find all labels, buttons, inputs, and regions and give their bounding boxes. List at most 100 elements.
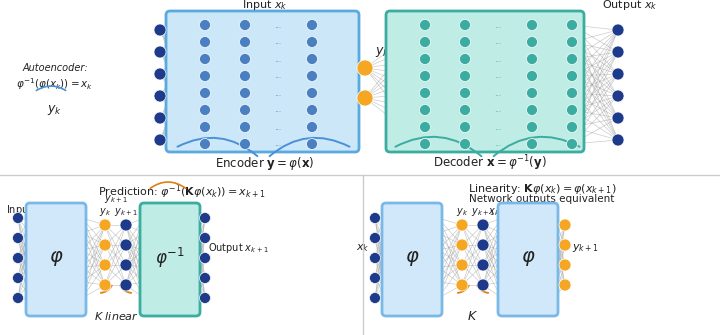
FancyBboxPatch shape: [140, 203, 200, 316]
FancyArrowPatch shape: [36, 86, 66, 90]
Circle shape: [567, 70, 577, 81]
Circle shape: [307, 19, 318, 30]
Circle shape: [459, 105, 470, 116]
Circle shape: [199, 253, 210, 264]
Circle shape: [526, 70, 538, 81]
Circle shape: [154, 24, 166, 36]
FancyArrowPatch shape: [150, 182, 186, 188]
Circle shape: [307, 87, 318, 98]
Circle shape: [612, 68, 624, 80]
Text: ...: ...: [274, 20, 282, 29]
Circle shape: [420, 70, 431, 81]
Circle shape: [307, 122, 318, 133]
Circle shape: [154, 134, 166, 146]
Text: ...: ...: [495, 106, 502, 115]
Text: ...: ...: [274, 71, 282, 80]
Circle shape: [567, 19, 577, 30]
Circle shape: [240, 122, 251, 133]
Circle shape: [420, 122, 431, 133]
Circle shape: [526, 138, 538, 149]
Circle shape: [99, 239, 111, 251]
Circle shape: [526, 19, 538, 30]
Circle shape: [12, 272, 24, 283]
Circle shape: [120, 279, 132, 291]
Circle shape: [526, 87, 538, 98]
Text: ...: ...: [495, 139, 502, 148]
Circle shape: [456, 219, 468, 231]
Text: Autoencoder:: Autoencoder:: [22, 63, 88, 73]
Circle shape: [199, 138, 210, 149]
Circle shape: [199, 87, 210, 98]
Circle shape: [456, 279, 468, 291]
Circle shape: [199, 272, 210, 283]
Circle shape: [612, 90, 624, 102]
Text: Decoder $\mathbf{x} = \varphi^{-1}(\mathbf{y})$: Decoder $\mathbf{x} = \varphi^{-1}(\math…: [433, 153, 547, 173]
Text: $x_{k+1}$: $x_{k+1}$: [488, 206, 512, 218]
FancyBboxPatch shape: [386, 11, 584, 152]
Circle shape: [369, 212, 380, 223]
FancyBboxPatch shape: [166, 11, 359, 152]
Circle shape: [99, 259, 111, 271]
Circle shape: [307, 37, 318, 48]
Circle shape: [369, 272, 380, 283]
FancyBboxPatch shape: [382, 203, 442, 316]
Circle shape: [477, 239, 489, 251]
Text: ...: ...: [274, 123, 282, 132]
Circle shape: [357, 90, 373, 106]
Text: $\varphi$: $\varphi$: [521, 249, 536, 268]
Circle shape: [526, 105, 538, 116]
Circle shape: [456, 259, 468, 271]
Circle shape: [307, 70, 318, 81]
Circle shape: [459, 37, 470, 48]
Circle shape: [559, 219, 571, 231]
Circle shape: [120, 259, 132, 271]
Circle shape: [459, 70, 470, 81]
Circle shape: [567, 138, 577, 149]
Circle shape: [307, 105, 318, 116]
Circle shape: [567, 54, 577, 65]
Circle shape: [199, 212, 210, 223]
Circle shape: [240, 54, 251, 65]
Circle shape: [120, 239, 132, 251]
Text: Output $x_k$: Output $x_k$: [602, 0, 658, 12]
Circle shape: [420, 138, 431, 149]
Text: Input $x_k$: Input $x_k$: [242, 0, 288, 12]
Circle shape: [526, 37, 538, 48]
Text: $K$ linear: $K$ linear: [94, 310, 138, 322]
Text: $\varphi$: $\varphi$: [405, 249, 419, 268]
Text: ...: ...: [495, 38, 502, 47]
Text: Prediction: $\varphi^{-1}(\mathbf{K}\varphi(x_k)) = x_{k+1}$: Prediction: $\varphi^{-1}(\mathbf{K}\var…: [98, 182, 266, 201]
Circle shape: [99, 279, 111, 291]
Circle shape: [12, 253, 24, 264]
Circle shape: [12, 292, 24, 304]
Text: $y_k$: $y_k$: [99, 206, 111, 218]
Circle shape: [526, 54, 538, 65]
Circle shape: [199, 292, 210, 304]
Circle shape: [307, 138, 318, 149]
Circle shape: [420, 54, 431, 65]
Circle shape: [199, 54, 210, 65]
Circle shape: [612, 112, 624, 124]
Text: Input $x_k$: Input $x_k$: [6, 203, 46, 217]
Circle shape: [199, 122, 210, 133]
Circle shape: [154, 46, 166, 58]
Text: $y_{k+1}$: $y_{k+1}$: [471, 206, 495, 218]
Text: Output $x_{k+1}$: Output $x_{k+1}$: [208, 241, 269, 255]
FancyBboxPatch shape: [26, 203, 86, 316]
Circle shape: [99, 219, 111, 231]
Circle shape: [459, 54, 470, 65]
Circle shape: [369, 232, 380, 244]
Circle shape: [369, 253, 380, 264]
Circle shape: [567, 105, 577, 116]
Text: $y_k$: $y_k$: [456, 206, 468, 218]
Text: ...: ...: [274, 139, 282, 148]
Text: $\varphi$: $\varphi$: [49, 249, 63, 268]
Circle shape: [12, 232, 24, 244]
Text: $y_{k+1}$: $y_{k+1}$: [104, 193, 127, 205]
Text: ...: ...: [495, 88, 502, 97]
Circle shape: [199, 37, 210, 48]
Text: $\varphi^{-1}$: $\varphi^{-1}$: [155, 246, 185, 270]
Circle shape: [420, 37, 431, 48]
Circle shape: [199, 105, 210, 116]
Circle shape: [120, 219, 132, 231]
